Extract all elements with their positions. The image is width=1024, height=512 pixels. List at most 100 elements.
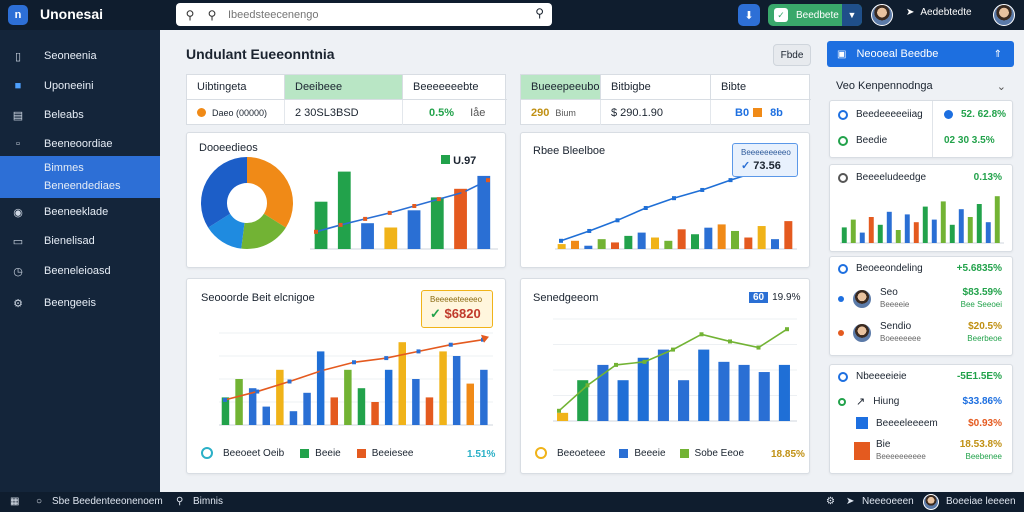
- person-name: Sendio: [880, 321, 912, 332]
- bell-icon[interactable]: ➤: [906, 7, 915, 18]
- table-header[interactable]: Uibtingeta: [187, 75, 285, 99]
- sidebar-item-label: Beengeeis: [44, 297, 96, 309]
- cell-value: 8b: [770, 106, 783, 119]
- bar: [611, 242, 619, 249]
- person-values: $83.59% Bee Seeoei: [961, 287, 1002, 311]
- sidebar-item-bimmes[interactable]: Bimmes Beneendediaes: [0, 156, 160, 198]
- bar: [425, 397, 434, 425]
- check-icon: ✓: [430, 306, 441, 321]
- bar: [637, 357, 649, 421]
- grid-icon[interactable]: ▦: [10, 496, 20, 507]
- mini-chart-title: Beeeeludeedge: [856, 172, 927, 183]
- refresh-icon[interactable]: [535, 447, 547, 459]
- sidebar-item-beleabs[interactable]: ▤ Beleabs: [0, 101, 160, 129]
- bar-line-chart-2[interactable]: [531, 163, 801, 263]
- primary-action-button[interactable]: ✓ Beedbete ▼: [768, 4, 862, 26]
- line-point: [585, 383, 590, 388]
- info-icon: [838, 263, 848, 274]
- kpi-value-text: 02 30 3.5%: [944, 135, 995, 146]
- donut-chart[interactable]: [195, 153, 305, 253]
- bar: [624, 235, 633, 249]
- table-header[interactable]: Bueeepeeubo: [521, 75, 601, 99]
- kpi-label: Beedeeeeeiiag: [856, 109, 923, 120]
- search-box[interactable]: ⚲ ⚲ ⚲: [176, 3, 552, 26]
- right-panel-header[interactable]: ▣ Neooeal Beedbe ⇑: [827, 41, 1014, 67]
- download-button[interactable]: ⬇: [738, 4, 760, 26]
- mini-bar-chart[interactable]: [836, 187, 1008, 249]
- bar-line-chart-4[interactable]: [531, 315, 801, 435]
- search-input[interactable]: [228, 8, 518, 21]
- refresh-icon[interactable]: [201, 447, 213, 459]
- table-cell: B0 8b: [711, 100, 811, 125]
- toggle-icon: ◉: [13, 206, 23, 219]
- kpi-row[interactable]: Beedeeeeeiiag: [838, 109, 1008, 120]
- line-point: [363, 216, 368, 221]
- sidebar-item-label: Beeneleioasd: [44, 265, 111, 277]
- table-header[interactable]: Deeibeee: [285, 75, 403, 99]
- bar: [949, 224, 955, 243]
- app-logo[interactable]: n: [8, 5, 28, 25]
- expand-icon[interactable]: ⇑: [993, 48, 1002, 60]
- status-dot: [838, 296, 844, 302]
- item-row[interactable]: ↗ Hiung $33.86%: [838, 395, 1008, 408]
- tooltip-value: 73.56: [753, 160, 781, 172]
- profile-avatar[interactable]: [993, 4, 1015, 26]
- search-submit-icon[interactable]: ⚲: [535, 6, 544, 20]
- sidebar-item-beeneeklade[interactable]: ◉ Beeneeklade: [0, 198, 160, 226]
- section-pct: +5.6835%: [956, 263, 1002, 274]
- search-icon[interactable]: ⚲: [176, 496, 184, 507]
- item-row[interactable]: Bie Beeeeeeeeee 18.53.8% Beebenee: [838, 439, 1008, 463]
- bar-line-chart-3[interactable]: [197, 329, 497, 439]
- table-header[interactable]: Bitbigbe: [601, 75, 711, 99]
- user-menu[interactable]: ➤ Aedebtedte: [906, 7, 972, 18]
- chevron-down-icon[interactable]: ▼: [842, 4, 862, 26]
- item-row[interactable]: Beeeeleeeem $0.93%: [838, 417, 1008, 429]
- card-title: Senedgeeom: [533, 292, 599, 304]
- badge-text: U.97: [453, 155, 477, 167]
- chevron-down-icon[interactable]: ⌄: [996, 80, 1006, 93]
- badge-value-row: ✓ $6820: [430, 306, 492, 322]
- line-point: [700, 187, 705, 192]
- line-point: [412, 204, 417, 208]
- right-panel-subheader[interactable]: Veo Kenpennodnga ⌄: [836, 80, 1006, 93]
- bar: [314, 201, 328, 249]
- donut-slice: [247, 157, 293, 228]
- bar-chart-1[interactable]: [302, 151, 502, 261]
- kpi-value: 52. 62.8%: [944, 109, 1006, 120]
- divider: [187, 99, 507, 100]
- info-icon: [838, 109, 848, 120]
- avatar[interactable]: [923, 494, 939, 510]
- tooltip-title: Beeeeeeeeeo: [741, 148, 791, 157]
- table-header[interactable]: Beeeeeeebte: [413, 81, 479, 93]
- avatar[interactable]: [871, 4, 893, 26]
- line-point: [319, 368, 324, 373]
- chart-badge: U.97: [441, 155, 476, 167]
- bar: [337, 171, 351, 249]
- settings-icon[interactable]: ⚙: [826, 496, 835, 507]
- tooltip: Beeeeeeeeeo ✓ 73.56: [732, 143, 798, 177]
- filter-button[interactable]: Fbde: [773, 44, 811, 66]
- sidebar-item-beeneoordiae[interactable]: ▫ Beeneoordiae: [0, 130, 160, 158]
- clock-icon: [838, 172, 848, 183]
- sidebar-item-seoneenia[interactable]: ▯ Seoneenia: [0, 42, 160, 70]
- send-icon[interactable]: ➤: [846, 496, 855, 507]
- right-panel-title: Neooeal Beedbe: [856, 48, 939, 60]
- cell-value: 290: [531, 106, 550, 119]
- line-point: [614, 362, 618, 367]
- avatar: [852, 323, 872, 343]
- sidebar-item-uponeeini[interactable]: ■ Uponeeini: [0, 72, 160, 100]
- item-sub: Beebenee: [965, 452, 1002, 461]
- person-row[interactable]: Seo Beeeeie $83.59% Bee Seeoei: [838, 287, 1008, 311]
- line-point: [587, 228, 592, 233]
- sidebar-item-beeneleioasd[interactable]: ◷ Beeneleioasd: [0, 257, 160, 285]
- legend-label: Sobe Eeoe: [694, 447, 745, 459]
- sidebar-item-beengeeis[interactable]: ⚙ Beengeeis: [0, 289, 160, 317]
- sidebar-item-bienelisad[interactable]: ▭ Bienelisad: [0, 227, 160, 255]
- table-header[interactable]: Bibte: [721, 81, 747, 93]
- bar: [922, 206, 928, 243]
- sidebar-item-label: Beleabs: [44, 109, 84, 121]
- search-icon: ⚲: [185, 7, 195, 22]
- kpi-row[interactable]: Beedie: [838, 135, 1008, 146]
- chart-card-line: Rbee Bleelboe Beeeeeeeeeo ✓ 73.56: [520, 132, 810, 268]
- person-row[interactable]: Sendio Boeeeeeee $20.5% Beerbeoe: [838, 321, 1008, 345]
